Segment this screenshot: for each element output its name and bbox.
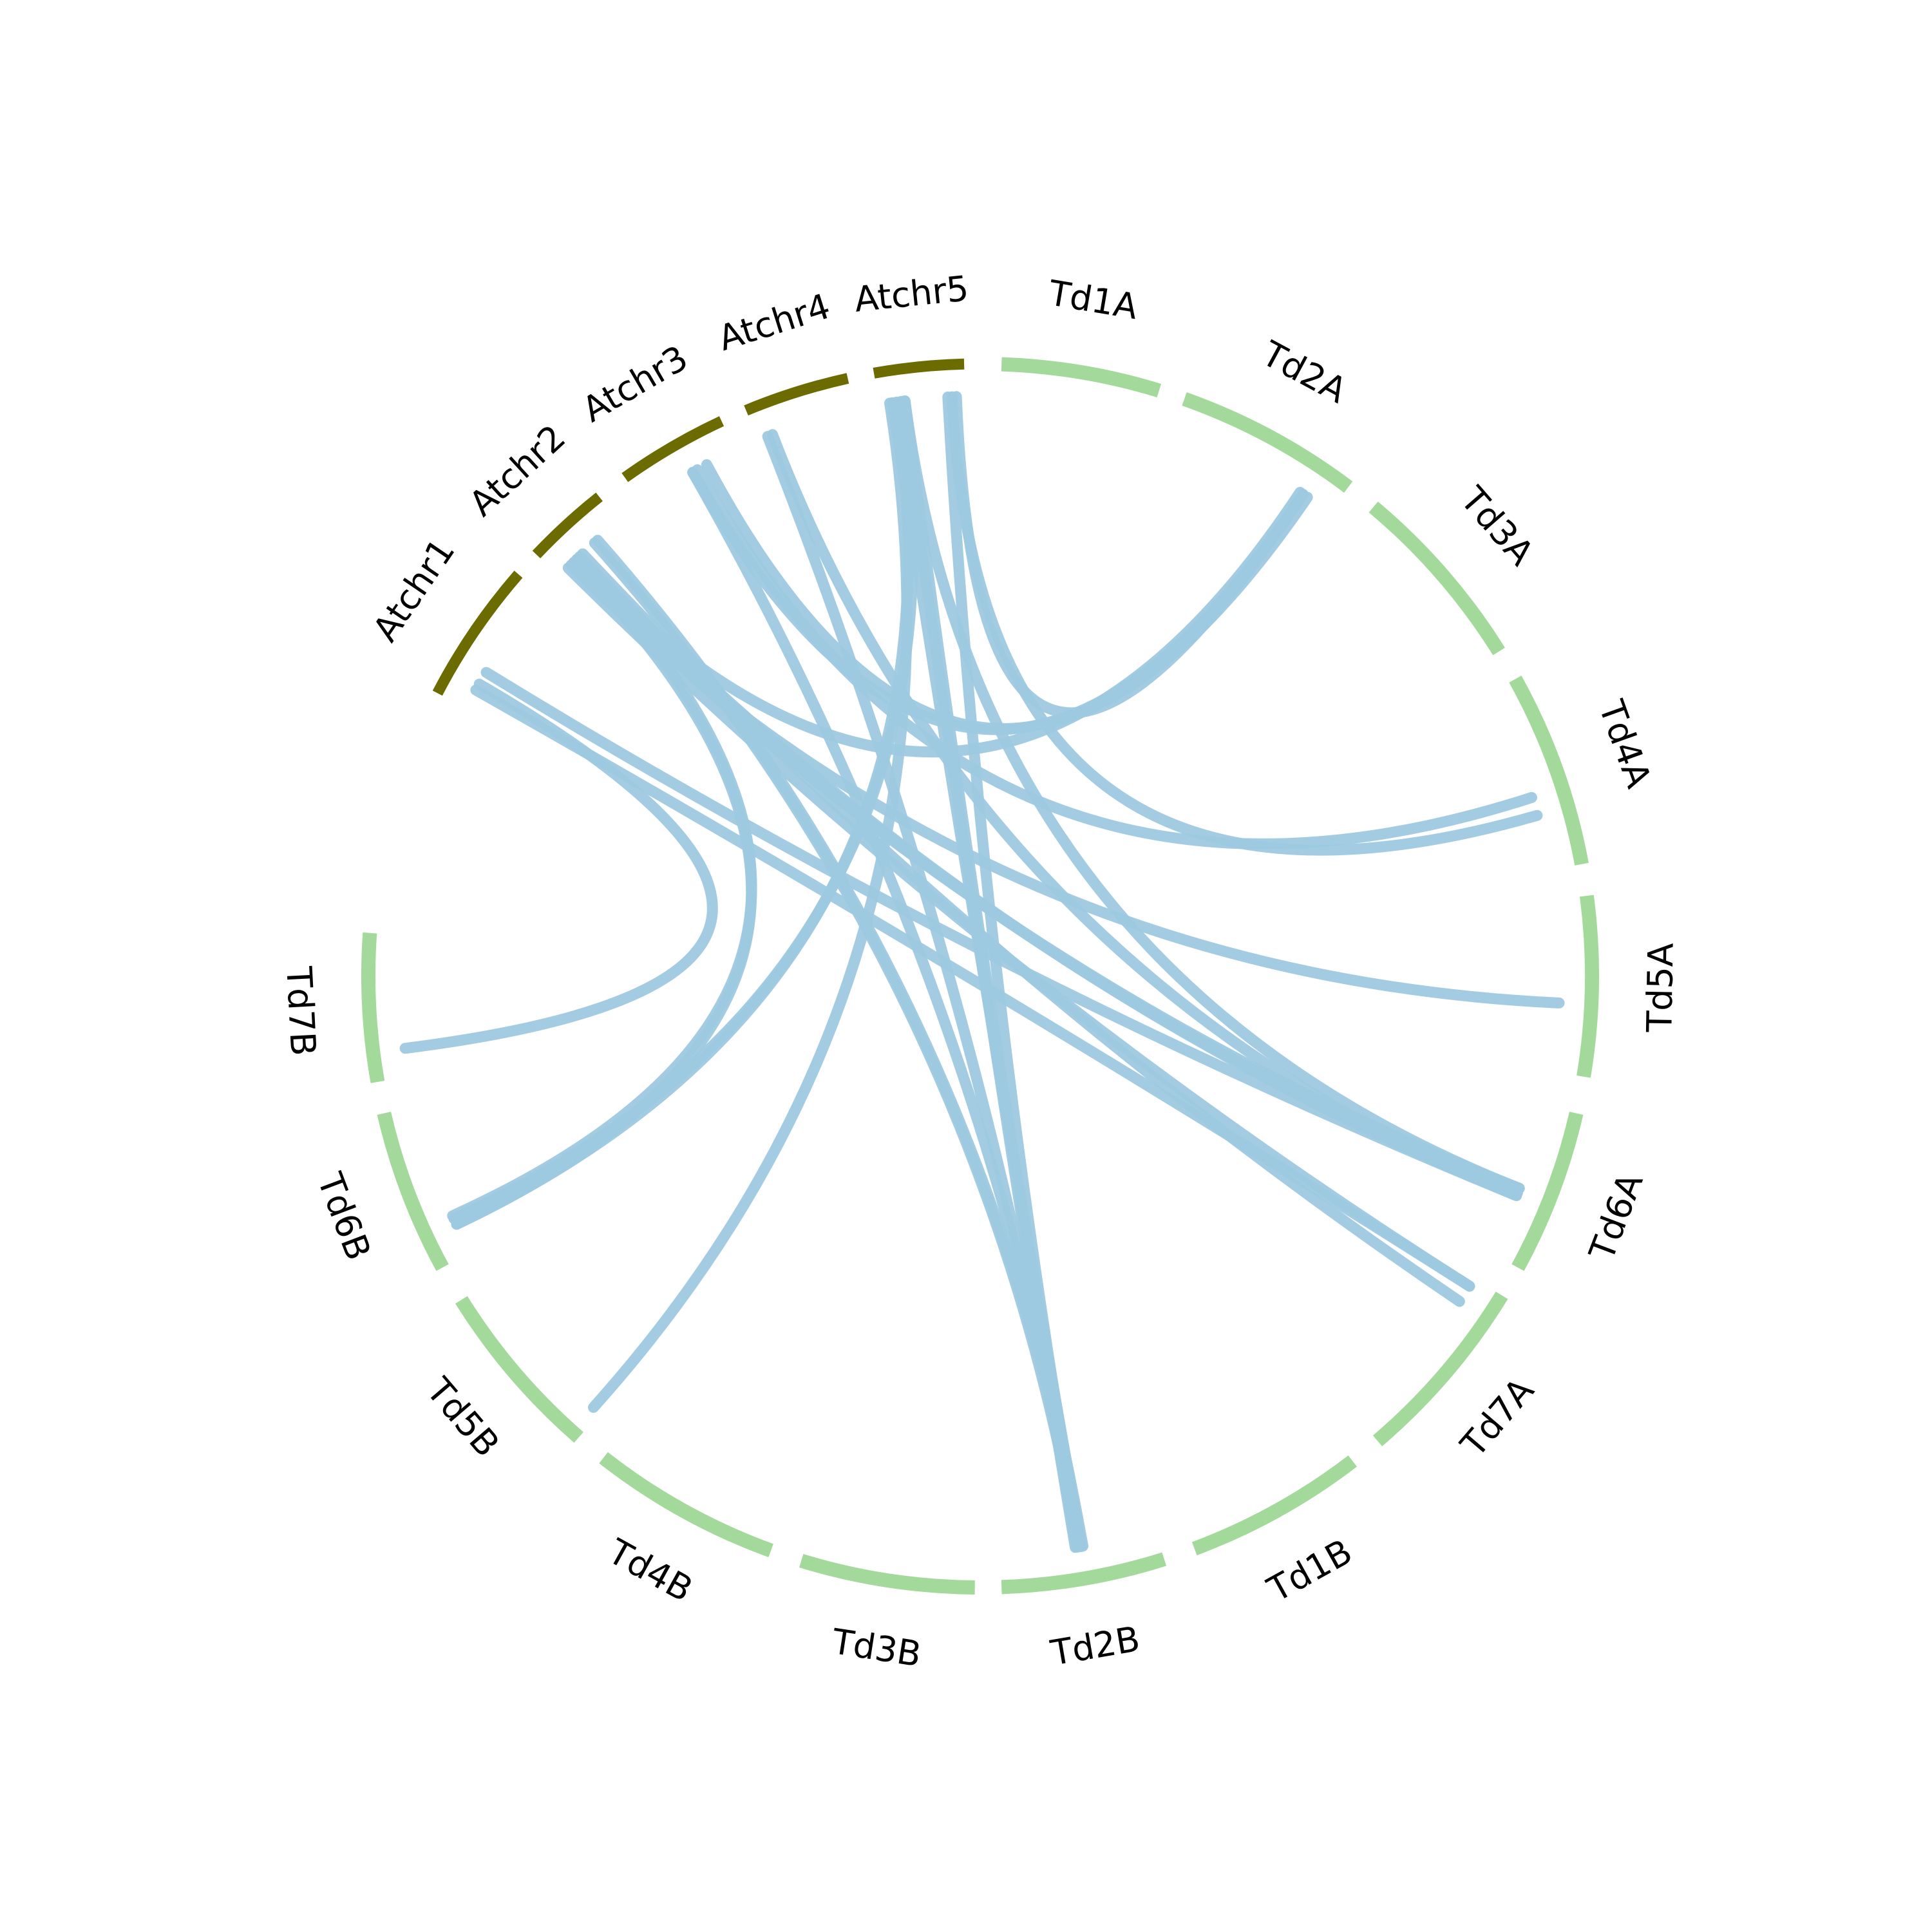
chromosome-arc-td5a xyxy=(1577,895,1600,1078)
chromosome-arc-td4a xyxy=(1509,676,1589,866)
synteny-link-atchr1-td7b xyxy=(399,678,718,1054)
chromosome-label-td6b: Td6B xyxy=(309,1167,379,1265)
chromosome-label-td2a: Td2A xyxy=(1255,333,1354,412)
synteny-link-atchr2-td2b xyxy=(592,535,1087,1552)
chromosome-label-td4b: Td4B xyxy=(601,1531,699,1610)
chromosome-label-td1a: Td1A xyxy=(1045,272,1141,327)
synteny-link-atchr1-td6a xyxy=(480,667,1522,1201)
chromosome-label-atchr1: Atchr1 xyxy=(365,531,463,649)
chromosome-arc-td4b xyxy=(599,1452,773,1558)
chromosome-arc-atchr3 xyxy=(621,416,724,482)
chromosome-label-td3a: Td3A xyxy=(1452,478,1542,573)
chromosome-arc-atchr2 xyxy=(532,492,603,558)
synteny-link-atchr5-td2a xyxy=(951,391,1309,719)
chromosome-label-td5a: Td5A xyxy=(1639,943,1681,1034)
chromosome-arc-td6a xyxy=(1511,1112,1584,1271)
chromosome-arc-td7b xyxy=(361,932,385,1083)
synteny-link-atchr3-td4a xyxy=(692,464,1537,849)
synteny-link-atchr1-td7a xyxy=(470,685,1475,1292)
chromosome-label-td1b: Td1B xyxy=(1260,1531,1359,1611)
chromosome-label-td3b: Td3B xyxy=(829,1621,924,1675)
synteny-link-atchr5-td4a xyxy=(946,391,1543,856)
chromosome-label-td7a: Td7A xyxy=(1452,1370,1542,1465)
synteny-link-atchr2-td5a xyxy=(565,560,1565,1009)
chromosome-arc-atchr5 xyxy=(873,358,965,379)
chromosome-arc-atchr1 xyxy=(432,571,523,696)
chromosome-label-atchr5: Atchr5 xyxy=(853,268,971,320)
chromosome-arc-td6b xyxy=(377,1112,449,1271)
chromosome-label-td5b: Td5B xyxy=(418,1370,507,1464)
chromosome-arc-td1b xyxy=(1191,1455,1357,1556)
chromosome-arc-td3a xyxy=(1368,501,1505,656)
chromosome-label-atchr3: Atchr3 xyxy=(575,337,694,430)
chromosome-label-td2b: Td2B xyxy=(1047,1618,1142,1674)
chromosome-label-atchr4: Atchr4 xyxy=(714,286,835,359)
chromosome-arc-td5b xyxy=(455,1296,583,1443)
chromosome-arcs xyxy=(361,357,1600,1595)
chromosome-arc-td3b xyxy=(799,1553,975,1595)
chromosome-label-td4a: Td4A xyxy=(1591,695,1659,793)
chromosome-arc-td7a xyxy=(1372,1291,1508,1446)
synteny-link-atchr5-td6a xyxy=(899,395,1525,1194)
synteny-links xyxy=(399,391,1565,1553)
chromosome-label-td7b: Td7B xyxy=(278,965,323,1057)
synteny-link-atchr5-td5b xyxy=(588,397,913,1413)
chromosome-label-atchr2: Atchr2 xyxy=(462,417,574,524)
chromosome-arc-td1a xyxy=(1001,357,1162,398)
chromosome-arc-atchr4 xyxy=(744,373,849,416)
synteny-link-atchr2-td6b xyxy=(447,554,757,1222)
chromosome-label-td6a: Td6A xyxy=(1581,1168,1651,1266)
chromosome-arc-td2b xyxy=(1001,1552,1167,1595)
chromosome-arc-td2a xyxy=(1182,392,1353,493)
